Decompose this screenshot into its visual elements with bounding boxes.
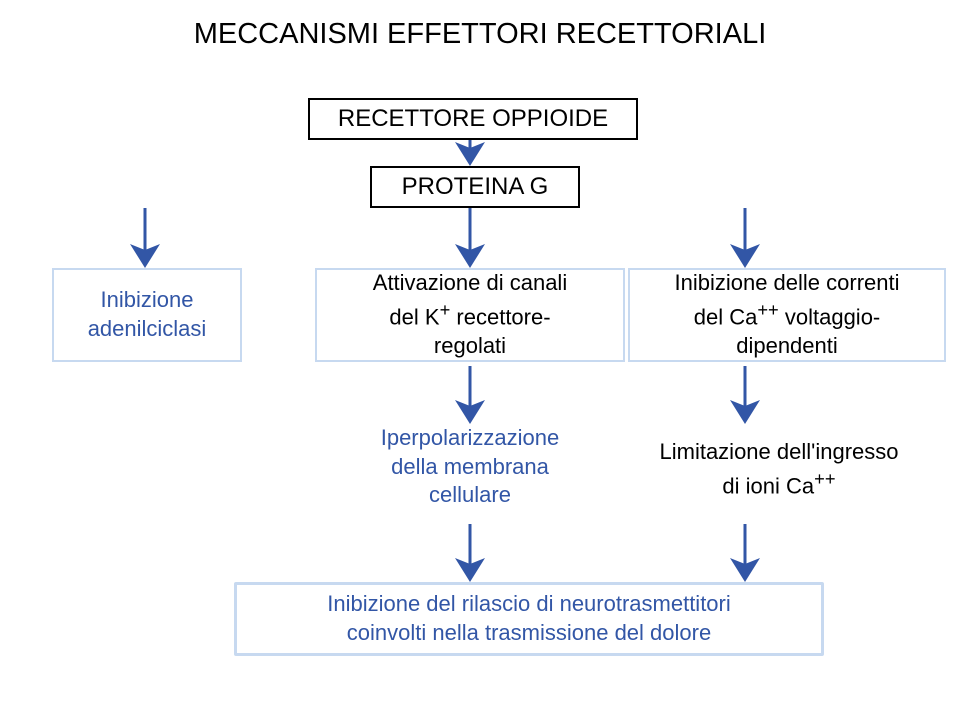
right-line4: dipendenti [736,333,838,358]
mid-line4: regolati [434,333,506,358]
mid-line1: Attivazione di canali [373,270,567,295]
left-line1: Inibizione [101,287,194,312]
bottom-line2: coinvolti nella trasmissione del dolore [347,620,711,645]
hyper-line1: Iperpolarizzazione [381,425,560,450]
label-limitation: Limitazione dell'ingresso di ioni Ca++ [614,438,944,501]
box-inhib-ca: Inibizione delle correnti del Ca++ volta… [628,268,946,362]
page-title: MECCANISMI EFFETTORI RECETTORIALI [0,18,960,51]
mid-line3: recettore- [450,304,550,329]
label-hyperpolarization: Iperpolarizzazione della membrana cellul… [315,424,625,510]
box-inhib-adenyl: Inibizione adenilciclasi [52,268,242,362]
right-line2: del Ca [694,304,758,329]
limit-line1: Limitazione dell'ingresso [660,439,899,464]
left-line2: adenilciclasi [88,316,207,341]
limit-line2: di ioni Ca [722,473,814,498]
box-bottom: Inibizione del rilascio di neurotrasmett… [234,582,824,656]
mid-line2: del K [389,304,439,329]
box-activation-k: Attivazione di canali del K+ recettore- … [315,268,625,362]
hyper-line3: cellulare [429,482,511,507]
right-sup: ++ [757,299,778,320]
bottom-line1: Inibizione del rilascio di neurotrasmett… [327,591,731,616]
limit-sup: ++ [814,468,835,489]
box-protein-g: PROTEINA G [370,166,580,208]
hyper-line2: della membrana [391,454,549,479]
right-line1: Inibizione delle correnti [674,270,899,295]
box-protein-g-label: PROTEINA G [402,173,549,201]
mid-sup: + [440,299,451,320]
right-line3: voltaggio- [779,304,881,329]
box-receptor: RECETTORE OPPIOIDE [308,98,638,140]
box-receptor-label: RECETTORE OPPIOIDE [338,105,608,133]
